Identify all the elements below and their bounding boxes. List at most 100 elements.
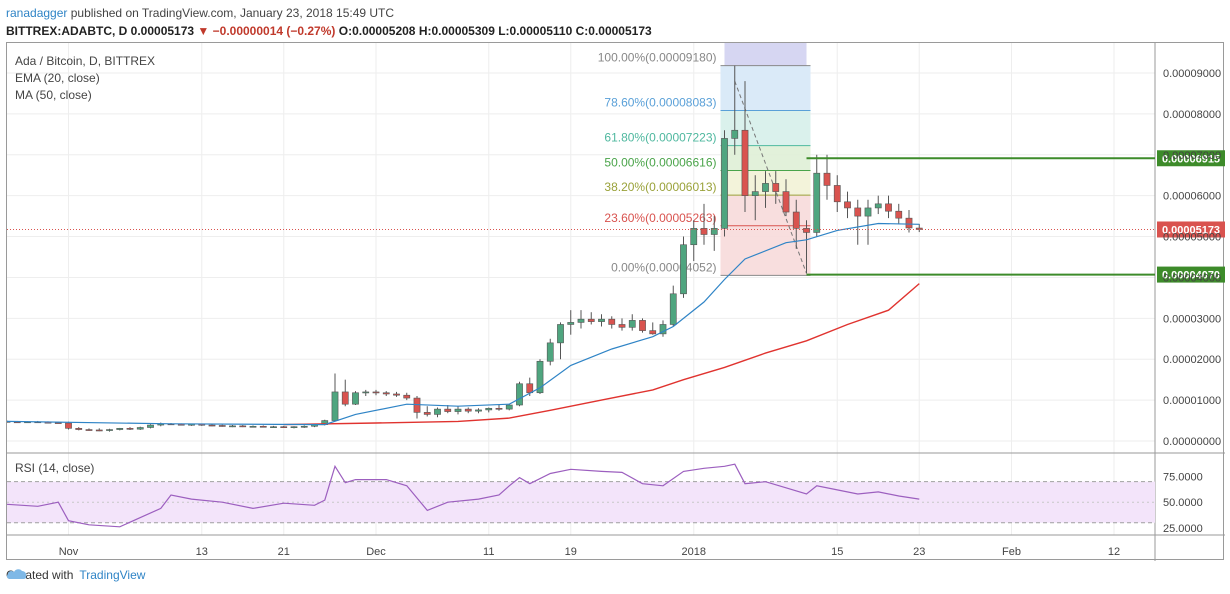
- candle-body: [782, 191, 790, 213]
- author-link[interactable]: ranadagger: [6, 6, 68, 20]
- fib-level-label: 100.00%(0.00009180): [598, 51, 717, 65]
- chart-frame: 100.00%(0.00009180) 78.60%(0.00008083) 61.…: [6, 42, 1225, 561]
- candle: [567, 310, 575, 335]
- price-chart[interactable]: 100.00%(0.00009180) 78.60%(0.00008083) 61.…: [7, 43, 1225, 561]
- candle-body: [444, 408, 452, 412]
- candle: [669, 285, 677, 327]
- candle-body: [536, 360, 544, 394]
- candle-body: [434, 408, 441, 415]
- candle-body: [475, 409, 482, 412]
- rsi-line: [7, 463, 920, 528]
- level-price-label: 0.00006915: [1162, 153, 1220, 165]
- candle: [680, 236, 687, 298]
- price-tick-label: 0.00004000: [1163, 272, 1221, 284]
- candle-body: [854, 207, 862, 217]
- candle: [331, 373, 339, 422]
- candle-body: [772, 183, 780, 192]
- candle-body: [659, 324, 667, 335]
- candle: [762, 171, 769, 208]
- candle-body: [803, 228, 810, 233]
- candle-body: [331, 391, 339, 421]
- candle: [218, 424, 226, 427]
- rsi-tick-label: 75.0000: [1163, 472, 1203, 484]
- candle: [731, 65, 739, 155]
- candle: [249, 425, 257, 428]
- candle-body: [628, 320, 636, 328]
- candle-body: [731, 129, 739, 139]
- candle: [895, 203, 903, 225]
- candle: [516, 381, 523, 407]
- candle-body: [208, 424, 216, 427]
- candle: [341, 379, 349, 407]
- candle-body: [823, 172, 831, 186]
- candle-body: [587, 318, 595, 322]
- x-tick-label: 12: [1108, 546, 1120, 558]
- candle-body: [741, 129, 749, 196]
- candle-body: [393, 393, 400, 396]
- candle: [229, 425, 236, 428]
- candle-body: [95, 429, 103, 432]
- price-tick-label: 0.00005000: [1163, 232, 1221, 244]
- candle: [608, 316, 616, 329]
- current-price-label: 0.00005173: [1162, 224, 1220, 236]
- candle-body: [485, 407, 493, 411]
- price-tick-label: 0.00009000: [1163, 68, 1221, 80]
- fib-level-label: 0.00%(0.00004052): [611, 260, 716, 274]
- candle: [587, 312, 595, 325]
- candle-body: [126, 428, 134, 430]
- candle: [85, 428, 93, 431]
- candle: [259, 425, 267, 428]
- candle-body: [259, 425, 267, 428]
- candle-body: [567, 322, 575, 325]
- tradingview-link[interactable]: TradingView: [6, 568, 145, 582]
- candle-body: [608, 318, 616, 325]
- candle: [75, 427, 83, 431]
- candle: [772, 171, 780, 204]
- publish-info: ranadagger published on TradingView.com,…: [6, 6, 394, 20]
- candle: [403, 392, 411, 401]
- candle-body: [864, 207, 872, 217]
- candle: [485, 407, 493, 413]
- candle-body: [844, 201, 851, 209]
- candle-body: [454, 408, 462, 412]
- candle-body: [75, 428, 83, 430]
- price-tick-label: 0.00002000: [1163, 354, 1221, 366]
- footer: Created with TradingView: [6, 568, 145, 582]
- candle: [577, 310, 585, 329]
- candle-body: [423, 412, 431, 415]
- candle: [372, 389, 380, 396]
- price-tick-label: 0.00006000: [1163, 191, 1221, 203]
- fib-level-label: 23.60%(0.00005263): [604, 211, 716, 225]
- candle-body: [710, 228, 718, 235]
- candle: [915, 223, 923, 233]
- x-tick-label: Feb: [1002, 546, 1021, 558]
- candle-body: [464, 408, 472, 412]
- candle-body: [106, 429, 113, 431]
- fib-zone: [720, 65, 811, 111]
- candle: [598, 314, 605, 327]
- candle: [300, 425, 308, 428]
- rsi-pane: 75.0000 50.0000 25.0000 RSI (14, close): [7, 461, 1203, 535]
- fib-zone: [720, 110, 811, 146]
- candle: [690, 220, 698, 262]
- candle: [106, 428, 113, 432]
- x-tick-label: 2018: [682, 546, 706, 558]
- candle-body: [147, 424, 154, 428]
- candle-body: [885, 203, 892, 212]
- candle: [864, 199, 872, 245]
- candle-body: [546, 342, 554, 362]
- candle: [495, 405, 503, 411]
- candle-body: [341, 391, 349, 405]
- last-price: 0.00005173: [130, 24, 195, 38]
- candle: [557, 322, 564, 360]
- candle-body: [290, 426, 298, 428]
- published-text: published on TradingView.com, January 23…: [70, 6, 395, 20]
- candle-body: [639, 320, 646, 331]
- candle-body: [239, 425, 247, 428]
- x-tick-label: 23: [913, 546, 925, 558]
- candle: [505, 404, 513, 411]
- price-change: ▼ −0.00000014 (−0.27%): [197, 24, 336, 38]
- candle: [628, 314, 636, 331]
- candle: [147, 424, 154, 429]
- candle: [659, 320, 667, 337]
